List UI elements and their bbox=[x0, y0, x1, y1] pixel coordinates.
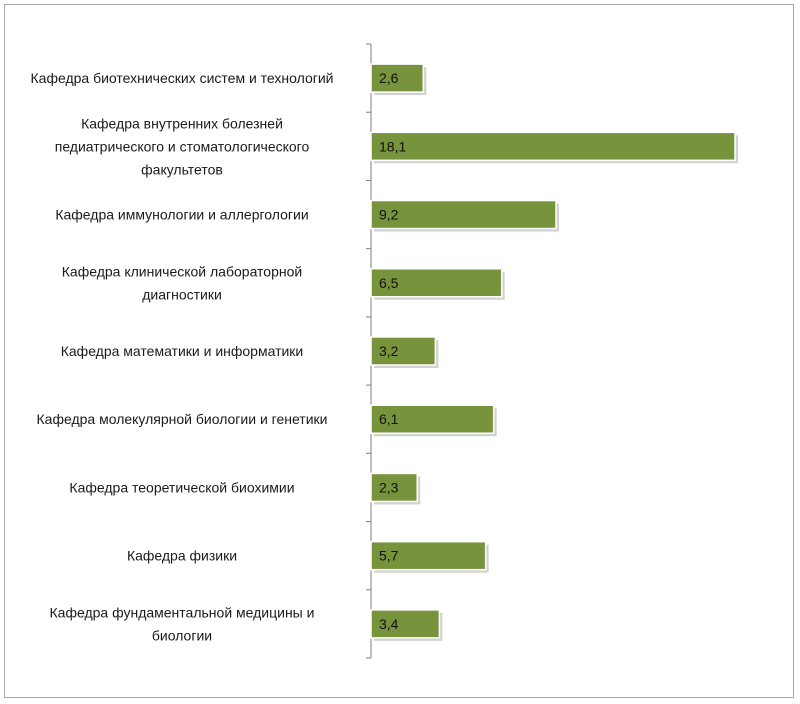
category-label: Кафедра внутренних болезней педиатрическо… bbox=[55, 115, 310, 177]
bar-value-label: 5,7 bbox=[379, 548, 399, 564]
bar bbox=[370, 199, 557, 230]
category-label-line: Кафедра теоретической биохимии bbox=[69, 479, 294, 495]
category-label-line: Кафедра клинической лабораторной bbox=[62, 263, 302, 279]
category-label-line: Кафедра математики и информатики bbox=[61, 343, 304, 359]
category-label: Кафедра теоретической биохимии bbox=[69, 479, 294, 495]
bar bbox=[370, 472, 419, 503]
category-label: Кафедра иммунологии и аллергологии bbox=[55, 207, 308, 223]
bar bbox=[370, 609, 441, 639]
bar-value-label: 2,3 bbox=[379, 479, 399, 495]
bar-value-label: 6,5 bbox=[379, 275, 399, 291]
category-label: Кафедра фундаментальной медицины и биолог… bbox=[50, 604, 315, 643]
category-label-line: Кафедра фундаментальной медицины и bbox=[50, 604, 315, 620]
bar bbox=[370, 336, 437, 366]
bar-value-label: 18,1 bbox=[379, 138, 406, 154]
bar bbox=[370, 268, 503, 298]
category-label-line: Кафедра внутренних болезней bbox=[81, 115, 283, 131]
category-label: Кафедра клинической лабораторной диагност… bbox=[62, 263, 302, 302]
data-labels: 2,6 18,1 9,2 6,5 3,2 6,1 2,3 5,7 3,4 bbox=[379, 70, 406, 632]
bar bbox=[370, 404, 495, 434]
category-label-line: педиатрического и стоматологического bbox=[55, 138, 310, 154]
category-label: Кафедра биотехнических систем и технолог… bbox=[31, 70, 334, 86]
bar bbox=[370, 540, 487, 571]
category-label: Кафедра физики bbox=[127, 548, 237, 564]
bars bbox=[370, 63, 738, 641]
bar-value-label: 3,4 bbox=[379, 616, 399, 632]
category-label: Кафедра молекулярной биологии и генетики bbox=[37, 411, 328, 427]
category-label-line: Кафедра молекулярной биологии и генетики bbox=[37, 411, 328, 427]
bar-value-label: 6,1 bbox=[379, 411, 399, 427]
bar bbox=[370, 63, 425, 93]
category-labels: Кафедра биотехнических систем и технолог… bbox=[31, 70, 334, 643]
category-label-line: Кафедра физики bbox=[127, 548, 237, 564]
bar-value-label: 2,6 bbox=[379, 70, 399, 86]
bar-value-label: 3,2 bbox=[379, 343, 399, 359]
category-label-line: Кафедра иммунологии и аллергологии bbox=[55, 207, 308, 223]
bar bbox=[370, 131, 736, 162]
category-label-line: Кафедра биотехнических систем и технолог… bbox=[31, 70, 334, 86]
bar-value-label: 9,2 bbox=[379, 207, 399, 223]
category-label-line: биологии bbox=[152, 627, 212, 643]
category-label: Кафедра математики и информатики bbox=[61, 343, 304, 359]
category-label-line: факультетов bbox=[141, 161, 223, 177]
category-label-line: диагностики bbox=[142, 286, 222, 302]
